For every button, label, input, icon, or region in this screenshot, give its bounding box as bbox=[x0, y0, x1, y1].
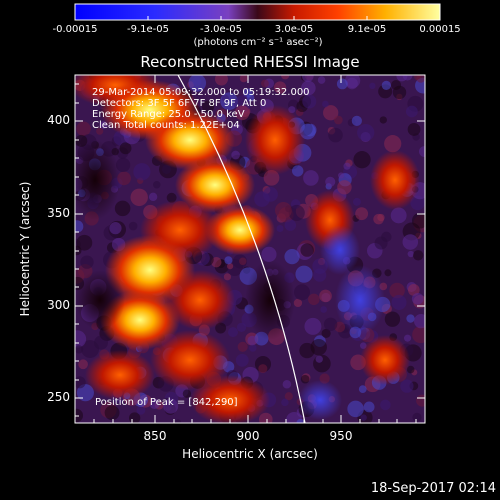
plot-frame bbox=[74, 74, 426, 424]
y-axis-ticks bbox=[75, 83, 425, 417]
x-tick-label: 850 bbox=[143, 429, 167, 443]
info-line: Detectors: 3F 5F 6F 7F 8F 9F, Att 0 bbox=[92, 98, 267, 109]
info-line: 29-Mar-2014 05:09:32.000 to 05:19:32.000 bbox=[92, 87, 310, 98]
y-axis-label: Heliocentric Y (arcsec) bbox=[18, 181, 32, 317]
x-axis-label: Heliocentric X (arcsec) bbox=[182, 447, 318, 461]
y-tick-label: 250 bbox=[47, 390, 70, 404]
colorbar-tick-label: 0.00015 bbox=[419, 24, 461, 35]
x-tick-label: 950 bbox=[329, 429, 353, 443]
info-line: Clean Total counts: 1.22E+04 bbox=[92, 120, 240, 131]
x-tick-label: 900 bbox=[236, 429, 260, 443]
rhessi-image bbox=[75, 75, 425, 423]
colorbar-units: (photons cm⁻² s⁻¹ asec⁻²) bbox=[193, 37, 323, 48]
y-tick-label: 350 bbox=[47, 206, 70, 220]
colorbar-tick-label: 3.0e-05 bbox=[274, 24, 314, 35]
colorbar-tick-label: -3.0e-05 bbox=[200, 24, 242, 35]
peak-position-label: Position of Peak = [842,290] bbox=[95, 397, 238, 408]
y-tick-label: 300 bbox=[47, 298, 70, 312]
colorbar-tick-label: -9.1e-05 bbox=[127, 24, 169, 35]
colorbar-tick-label: 9.1e-05 bbox=[347, 24, 387, 35]
solar-limb-line bbox=[177, 74, 306, 424]
info-line: Energy Range: 25.0 - 50.0 keV bbox=[92, 109, 245, 120]
colorbar-gradient bbox=[75, 4, 440, 20]
x-axis-ticks bbox=[93, 75, 417, 423]
timestamp: 18-Sep-2017 02:14 bbox=[370, 481, 496, 496]
colorbar-ticks bbox=[74, 16, 441, 20]
colorbar-tick-label: -0.00015 bbox=[52, 24, 98, 35]
colorbar-frame bbox=[74, 3, 441, 21]
plot-title: Reconstructed RHESSI Image bbox=[140, 53, 360, 71]
y-tick-label: 400 bbox=[47, 113, 70, 127]
